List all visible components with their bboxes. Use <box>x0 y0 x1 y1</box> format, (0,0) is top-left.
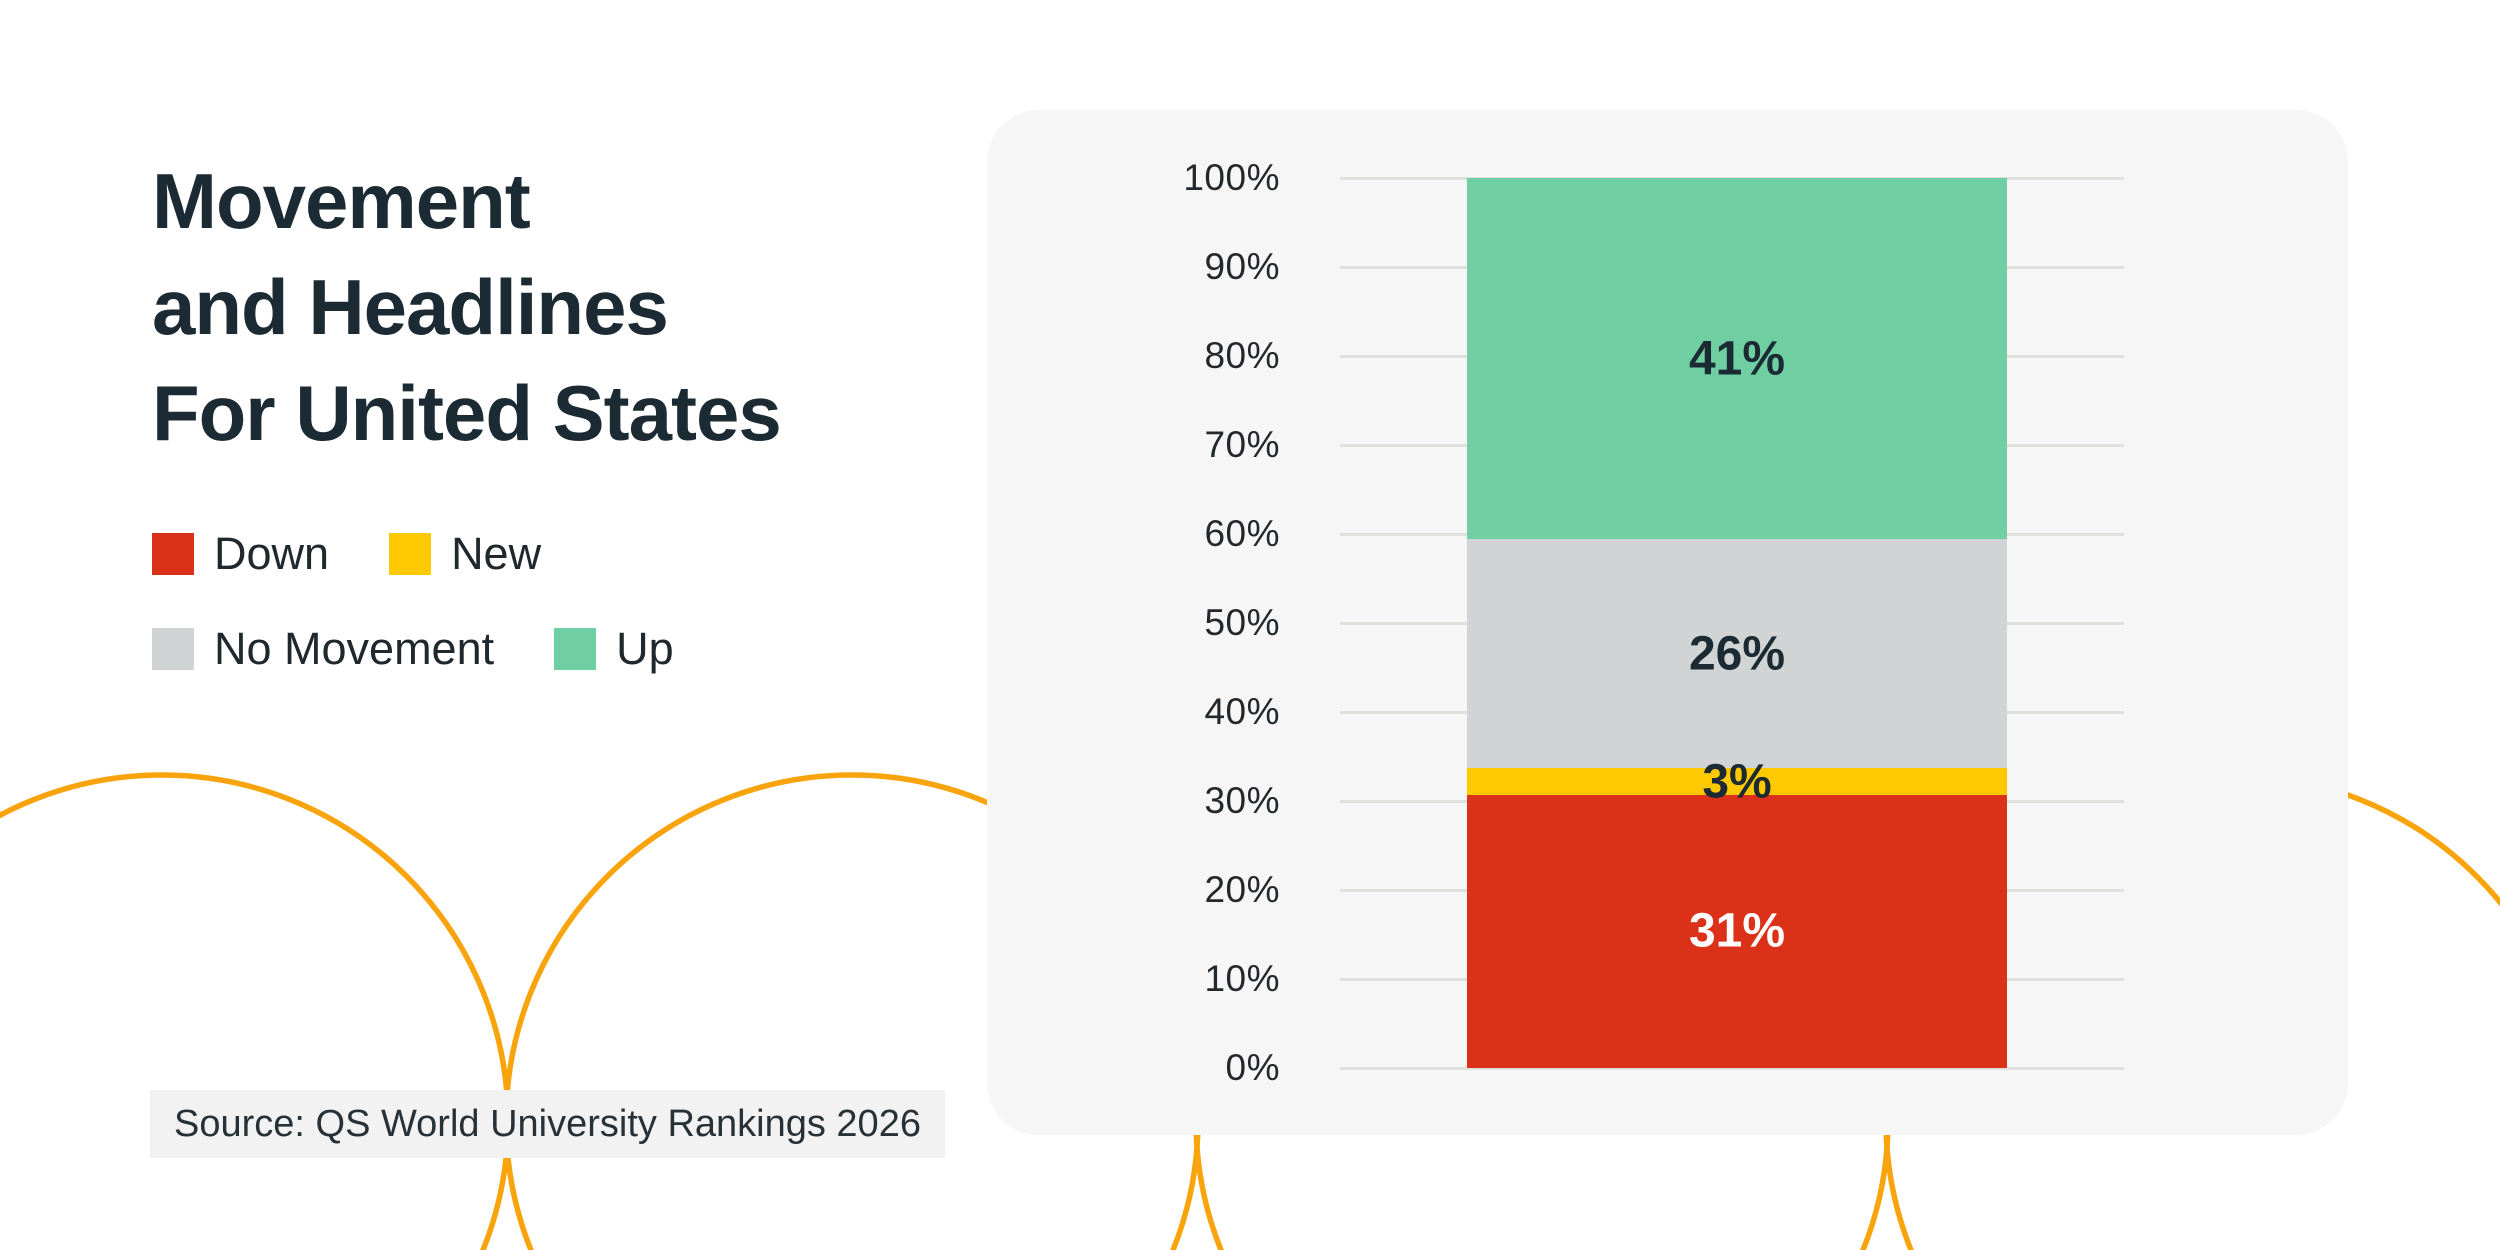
legend-row: No Movement Up <box>152 626 674 671</box>
legend-label-no-movement: No Movement <box>214 623 495 674</box>
source-note: Source: QS World University Rankings 202… <box>150 1090 945 1158</box>
bar-segment-label-down: 31% <box>1688 904 1786 958</box>
bar-segment-label-no-movement: 26% <box>1688 627 1786 681</box>
bar-segment-up: 41% <box>1467 178 2007 540</box>
title-line-1: Movement <box>152 157 531 245</box>
bar-segment-label-up: 41% <box>1688 332 1786 386</box>
legend-item-down: Down <box>152 531 329 576</box>
page-title: Movement and Headlines For United States <box>152 148 782 466</box>
stacked-bar: 41% 26% 3% 31% <box>1467 178 2007 1068</box>
legend-item-up: Up <box>554 626 674 671</box>
legend-swatch-new <box>389 532 432 575</box>
title-line-3: For United States <box>152 369 782 458</box>
bar-segment-no-movement: 26% <box>1467 539 2007 769</box>
title-line-2: and Headlines <box>152 263 669 352</box>
bar-segment-new: 3% <box>1467 755 2007 808</box>
legend-item-new: New <box>389 531 541 576</box>
legend-label-new: New <box>451 528 542 579</box>
decorative-circle <box>0 772 511 1250</box>
legend: Down New No Movement Up <box>152 531 674 671</box>
legend-item-no-movement: No Movement <box>152 626 494 671</box>
legend-row: Down New <box>152 531 674 576</box>
legend-swatch-up <box>554 627 597 670</box>
bar-segment-down: 31% <box>1467 794 2007 1068</box>
legend-swatch-down <box>152 532 194 575</box>
legend-label-down: Down <box>214 528 330 579</box>
bar-segment-label-new: 3% <box>1702 755 1772 809</box>
legend-swatch-no-movement <box>152 627 194 670</box>
legend-label-up: Up <box>616 623 674 674</box>
source-text: Source: QS World University Rankings 202… <box>174 1103 921 1145</box>
